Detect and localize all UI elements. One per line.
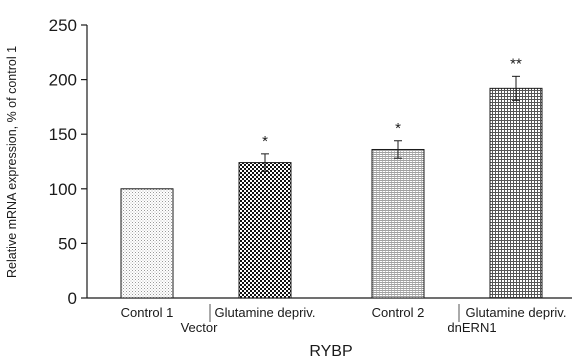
category-label: Glutamine depriv. bbox=[215, 305, 316, 320]
significance-mark: * bbox=[262, 133, 268, 150]
y-tick-label: 150 bbox=[49, 125, 77, 144]
y-tick-label: 100 bbox=[49, 180, 77, 199]
group-label: Vector bbox=[181, 320, 219, 335]
y-tick-label: 0 bbox=[68, 289, 77, 308]
bars: **** bbox=[120, 55, 543, 299]
category-label: Control 1 bbox=[121, 305, 174, 320]
y-tick-label: 250 bbox=[49, 16, 77, 35]
y-tick-label: 200 bbox=[49, 71, 77, 90]
y-tick-label: 50 bbox=[58, 234, 77, 253]
x-axis-title: RYBP bbox=[309, 343, 352, 360]
bar bbox=[120, 188, 174, 299]
category-label: Glutamine depriv. bbox=[466, 305, 567, 320]
category-labels: Control 1 Glutamine depriv. Control 2 Gluta… bbox=[121, 304, 567, 335]
y-ticks: 0 50 100 150 200 250 bbox=[49, 16, 87, 308]
significance-mark: ** bbox=[510, 55, 522, 72]
significance-mark: * bbox=[395, 120, 401, 137]
group-label: dnERN1 bbox=[447, 320, 496, 335]
bar bbox=[371, 148, 425, 299]
y-axis-title: Relative mRNA expression, % of control 1 bbox=[5, 46, 19, 278]
category-label: Control 2 bbox=[372, 305, 425, 320]
bar bbox=[489, 87, 543, 299]
bar bbox=[238, 162, 292, 299]
